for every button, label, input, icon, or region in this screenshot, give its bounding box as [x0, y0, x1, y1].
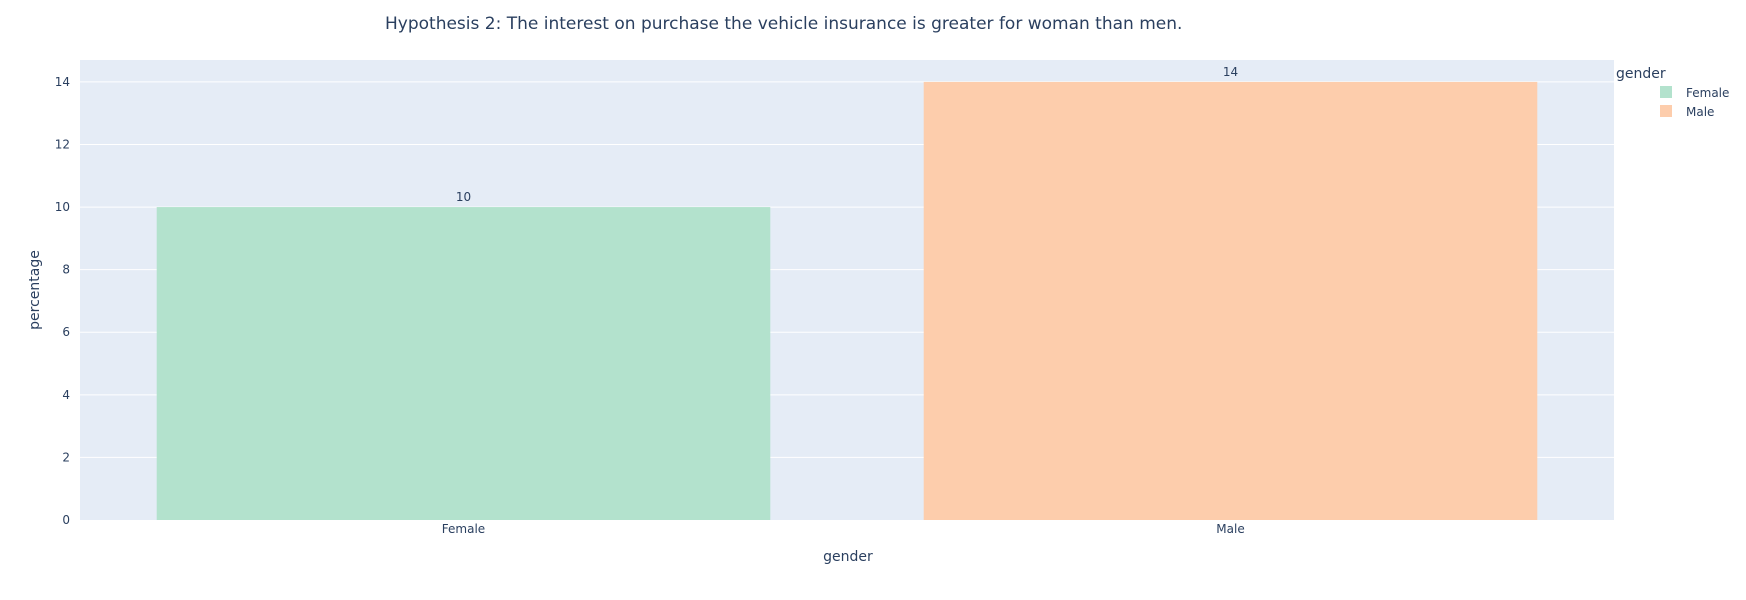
y-tick-label: 10 [55, 200, 70, 214]
legend-swatch-male [1660, 105, 1672, 117]
bar-female[interactable] [156, 207, 771, 520]
y-tick-label: 4 [62, 388, 70, 402]
legend-label-male: Male [1686, 105, 1714, 119]
bars [156, 81, 1538, 521]
y-tick-label: 0 [62, 513, 70, 527]
bar-value-label-female: 10 [456, 190, 471, 204]
y-tick-label: 12 [55, 137, 70, 151]
bar-male[interactable] [923, 81, 1538, 521]
x-tick-label-male: Male [1216, 522, 1244, 536]
legend-item-male[interactable]: Male [1660, 105, 1714, 119]
x-axis-title: gender [823, 549, 873, 565]
legend-label-female: Female [1686, 86, 1729, 100]
chart-title: Hypothesis 2: The interest on purchase t… [385, 14, 1182, 34]
x-axis-ticks: Female Male [442, 522, 1245, 536]
bar-value-label-male: 14 [1223, 65, 1238, 79]
legend-item-female[interactable]: Female [1660, 86, 1729, 100]
legend: gender Female Male [1616, 66, 1729, 119]
y-tick-label: 14 [55, 75, 70, 89]
bar-value-labels: 10 14 [456, 65, 1238, 204]
legend-swatch-female [1660, 86, 1672, 98]
x-tick-label-female: Female [442, 522, 485, 536]
y-tick-label: 6 [62, 325, 70, 339]
y-tick-label: 8 [62, 263, 70, 277]
y-axis-title: percentage [27, 250, 43, 330]
legend-title: gender [1616, 66, 1666, 82]
y-axis-ticks: 0 2 4 6 8 10 12 14 [55, 75, 70, 527]
y-tick-label: 2 [62, 450, 70, 464]
